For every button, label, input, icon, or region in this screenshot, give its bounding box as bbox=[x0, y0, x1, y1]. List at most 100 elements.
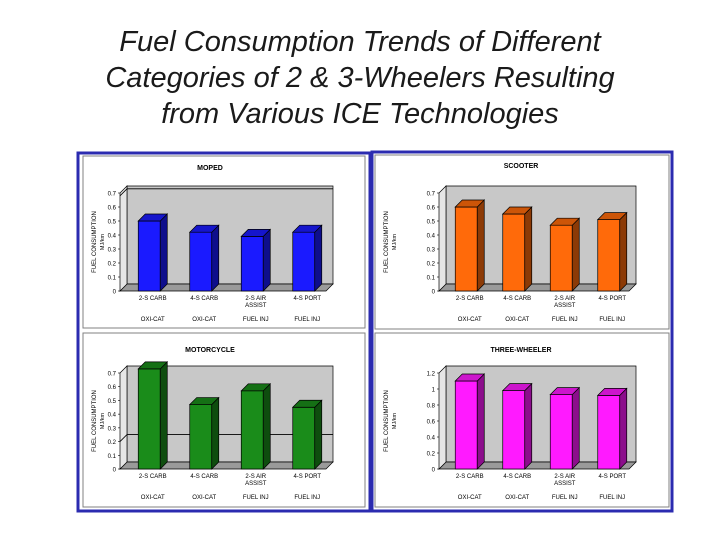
bar-top bbox=[454, 373, 486, 382]
bar-4 bbox=[291, 399, 323, 470]
bar-side bbox=[619, 211, 628, 292]
bar-top bbox=[549, 217, 581, 226]
y-tick-label: 0.1 bbox=[427, 276, 436, 282]
chart-moped: MOPED 0 0.1 0.2 0.3 0.4 0.5 0.6 0.7 FUEL CONSUMPT… bbox=[82, 155, 366, 329]
x-category-label: 2-S CARB bbox=[456, 474, 484, 480]
reference-line-side bbox=[119, 434, 128, 442]
x-category-label: 4-S CARB bbox=[190, 296, 218, 302]
bar-top bbox=[454, 199, 486, 208]
bar-front bbox=[137, 368, 161, 470]
x-secondary-label: FUEL INJ bbox=[552, 495, 578, 501]
x-category-label: 4-S CARB bbox=[503, 474, 531, 480]
x-secondary-label: FUEL INJ bbox=[552, 317, 578, 323]
y-tick-label: 0.3 bbox=[427, 248, 436, 254]
bar-front bbox=[189, 404, 213, 470]
y-tick-label: 0.4 bbox=[427, 234, 436, 240]
bar-top bbox=[291, 224, 323, 233]
x-category-label: 4-S PORT bbox=[598, 474, 626, 480]
bar-4 bbox=[596, 211, 628, 292]
bar-side bbox=[571, 217, 580, 292]
bar-front bbox=[502, 213, 526, 292]
y-tick-label: 0.7 bbox=[427, 192, 436, 198]
y-tick-label: 0.2 bbox=[427, 452, 436, 458]
bar-side bbox=[211, 224, 220, 292]
y-axis-title: FUEL CONSUMPTION bbox=[384, 211, 390, 273]
bar-2 bbox=[188, 396, 220, 470]
y-tick-label: 0.6 bbox=[427, 420, 436, 426]
x-category-label: 2-S CARB bbox=[139, 296, 167, 302]
x-category-label: 4-S CARB bbox=[190, 474, 218, 480]
y-tick-label: 0.3 bbox=[108, 426, 117, 432]
bar-2 bbox=[188, 224, 220, 292]
y-axis-title: FUEL CONSUMPTION bbox=[92, 211, 98, 273]
bar-side bbox=[262, 228, 271, 292]
plot-side-wall bbox=[438, 365, 447, 470]
bar-top bbox=[501, 383, 533, 391]
y-tick-label: 0.3 bbox=[108, 248, 117, 254]
bar-top bbox=[501, 206, 533, 215]
y-tick-label: 0.5 bbox=[108, 399, 117, 405]
bar-top bbox=[137, 213, 169, 222]
y-tick-label: 0.7 bbox=[108, 192, 117, 198]
bar-side bbox=[159, 213, 168, 292]
bar-side bbox=[619, 387, 628, 470]
slide-title-line-2: Categories of 2 & 3-Wheelers Resulting bbox=[105, 62, 615, 94]
y-tick-label: 0.6 bbox=[108, 385, 117, 391]
chart-scooter: SCOOTER 0 0.1 0.2 0.3 0.4 0.5 0.6 0.7 FUEL CONSUM… bbox=[374, 154, 670, 330]
bar-front bbox=[189, 231, 213, 292]
left-frame bbox=[76, 151, 372, 513]
slide-title: Fuel Consumption Trends of Different Cat… bbox=[0, 24, 720, 132]
x-category-label: 4-S PORT bbox=[293, 296, 321, 302]
bar-4 bbox=[596, 387, 628, 470]
plot-side-wall bbox=[119, 185, 128, 292]
bar-top bbox=[291, 399, 323, 408]
y-axis-title: FUEL CONSUMPTION bbox=[92, 390, 98, 452]
y-tick-label: 0.2 bbox=[108, 262, 117, 268]
y-tick-label: 0.4 bbox=[108, 234, 117, 240]
bar-top bbox=[188, 397, 220, 405]
bar-top bbox=[596, 212, 628, 220]
y-tick-label: 0.4 bbox=[108, 413, 117, 419]
y-tick-label: 0.5 bbox=[108, 220, 117, 226]
x-secondary-label: OXI-CAT bbox=[192, 495, 216, 501]
y-tick-label: 0.7 bbox=[108, 372, 117, 378]
y-tick-label: 0 bbox=[113, 468, 117, 474]
x-secondary-label: FUEL INJ bbox=[294, 495, 320, 501]
y-tick-label: 0 bbox=[113, 290, 117, 296]
bar-side bbox=[211, 396, 220, 470]
bar-front bbox=[137, 220, 161, 292]
x-secondary-label: OXI-CAT bbox=[141, 495, 165, 501]
bar-top bbox=[596, 388, 628, 396]
bar-1 bbox=[137, 361, 169, 470]
y-tick-label: 0.8 bbox=[427, 404, 436, 410]
x-category-label: 4-S PORT bbox=[293, 474, 321, 480]
bar-side bbox=[476, 199, 485, 292]
x-category-label: 2-S CARB bbox=[456, 296, 484, 302]
x-secondary-label: OXI-CAT bbox=[458, 317, 482, 323]
bar-1 bbox=[454, 199, 486, 292]
bar-top bbox=[240, 229, 272, 237]
y-tick-label: 0 bbox=[432, 290, 436, 296]
x-category-label: 2-S AIR ASSIST bbox=[554, 296, 576, 309]
y-tick-label: 1 bbox=[432, 388, 436, 394]
x-category-label: 2-S AIR ASSIST bbox=[554, 474, 576, 487]
bar-front bbox=[549, 224, 573, 292]
bar-front bbox=[502, 390, 526, 470]
right-frame bbox=[370, 150, 674, 513]
x-category-label: 2-S AIR ASSIST bbox=[245, 474, 267, 487]
bar-top bbox=[240, 383, 272, 392]
bar-front bbox=[292, 231, 316, 292]
bar-3 bbox=[240, 382, 272, 470]
x-secondary-label: OXI-CAT bbox=[141, 317, 165, 323]
y-axis-title: FUEL CONSUMPTION bbox=[384, 390, 390, 452]
x-secondary-label: FUEL INJ bbox=[243, 317, 269, 323]
bar-front bbox=[454, 380, 478, 470]
y-tick-label: 0.2 bbox=[427, 262, 436, 268]
bar-4 bbox=[291, 224, 323, 292]
y-axis-unit: MJ/km bbox=[392, 233, 398, 250]
x-secondary-label: OXI-CAT bbox=[505, 495, 529, 501]
bar-front bbox=[597, 395, 621, 470]
slide-title-line-3: from Various ICE Technologies bbox=[161, 98, 559, 130]
bar-3 bbox=[240, 228, 272, 292]
